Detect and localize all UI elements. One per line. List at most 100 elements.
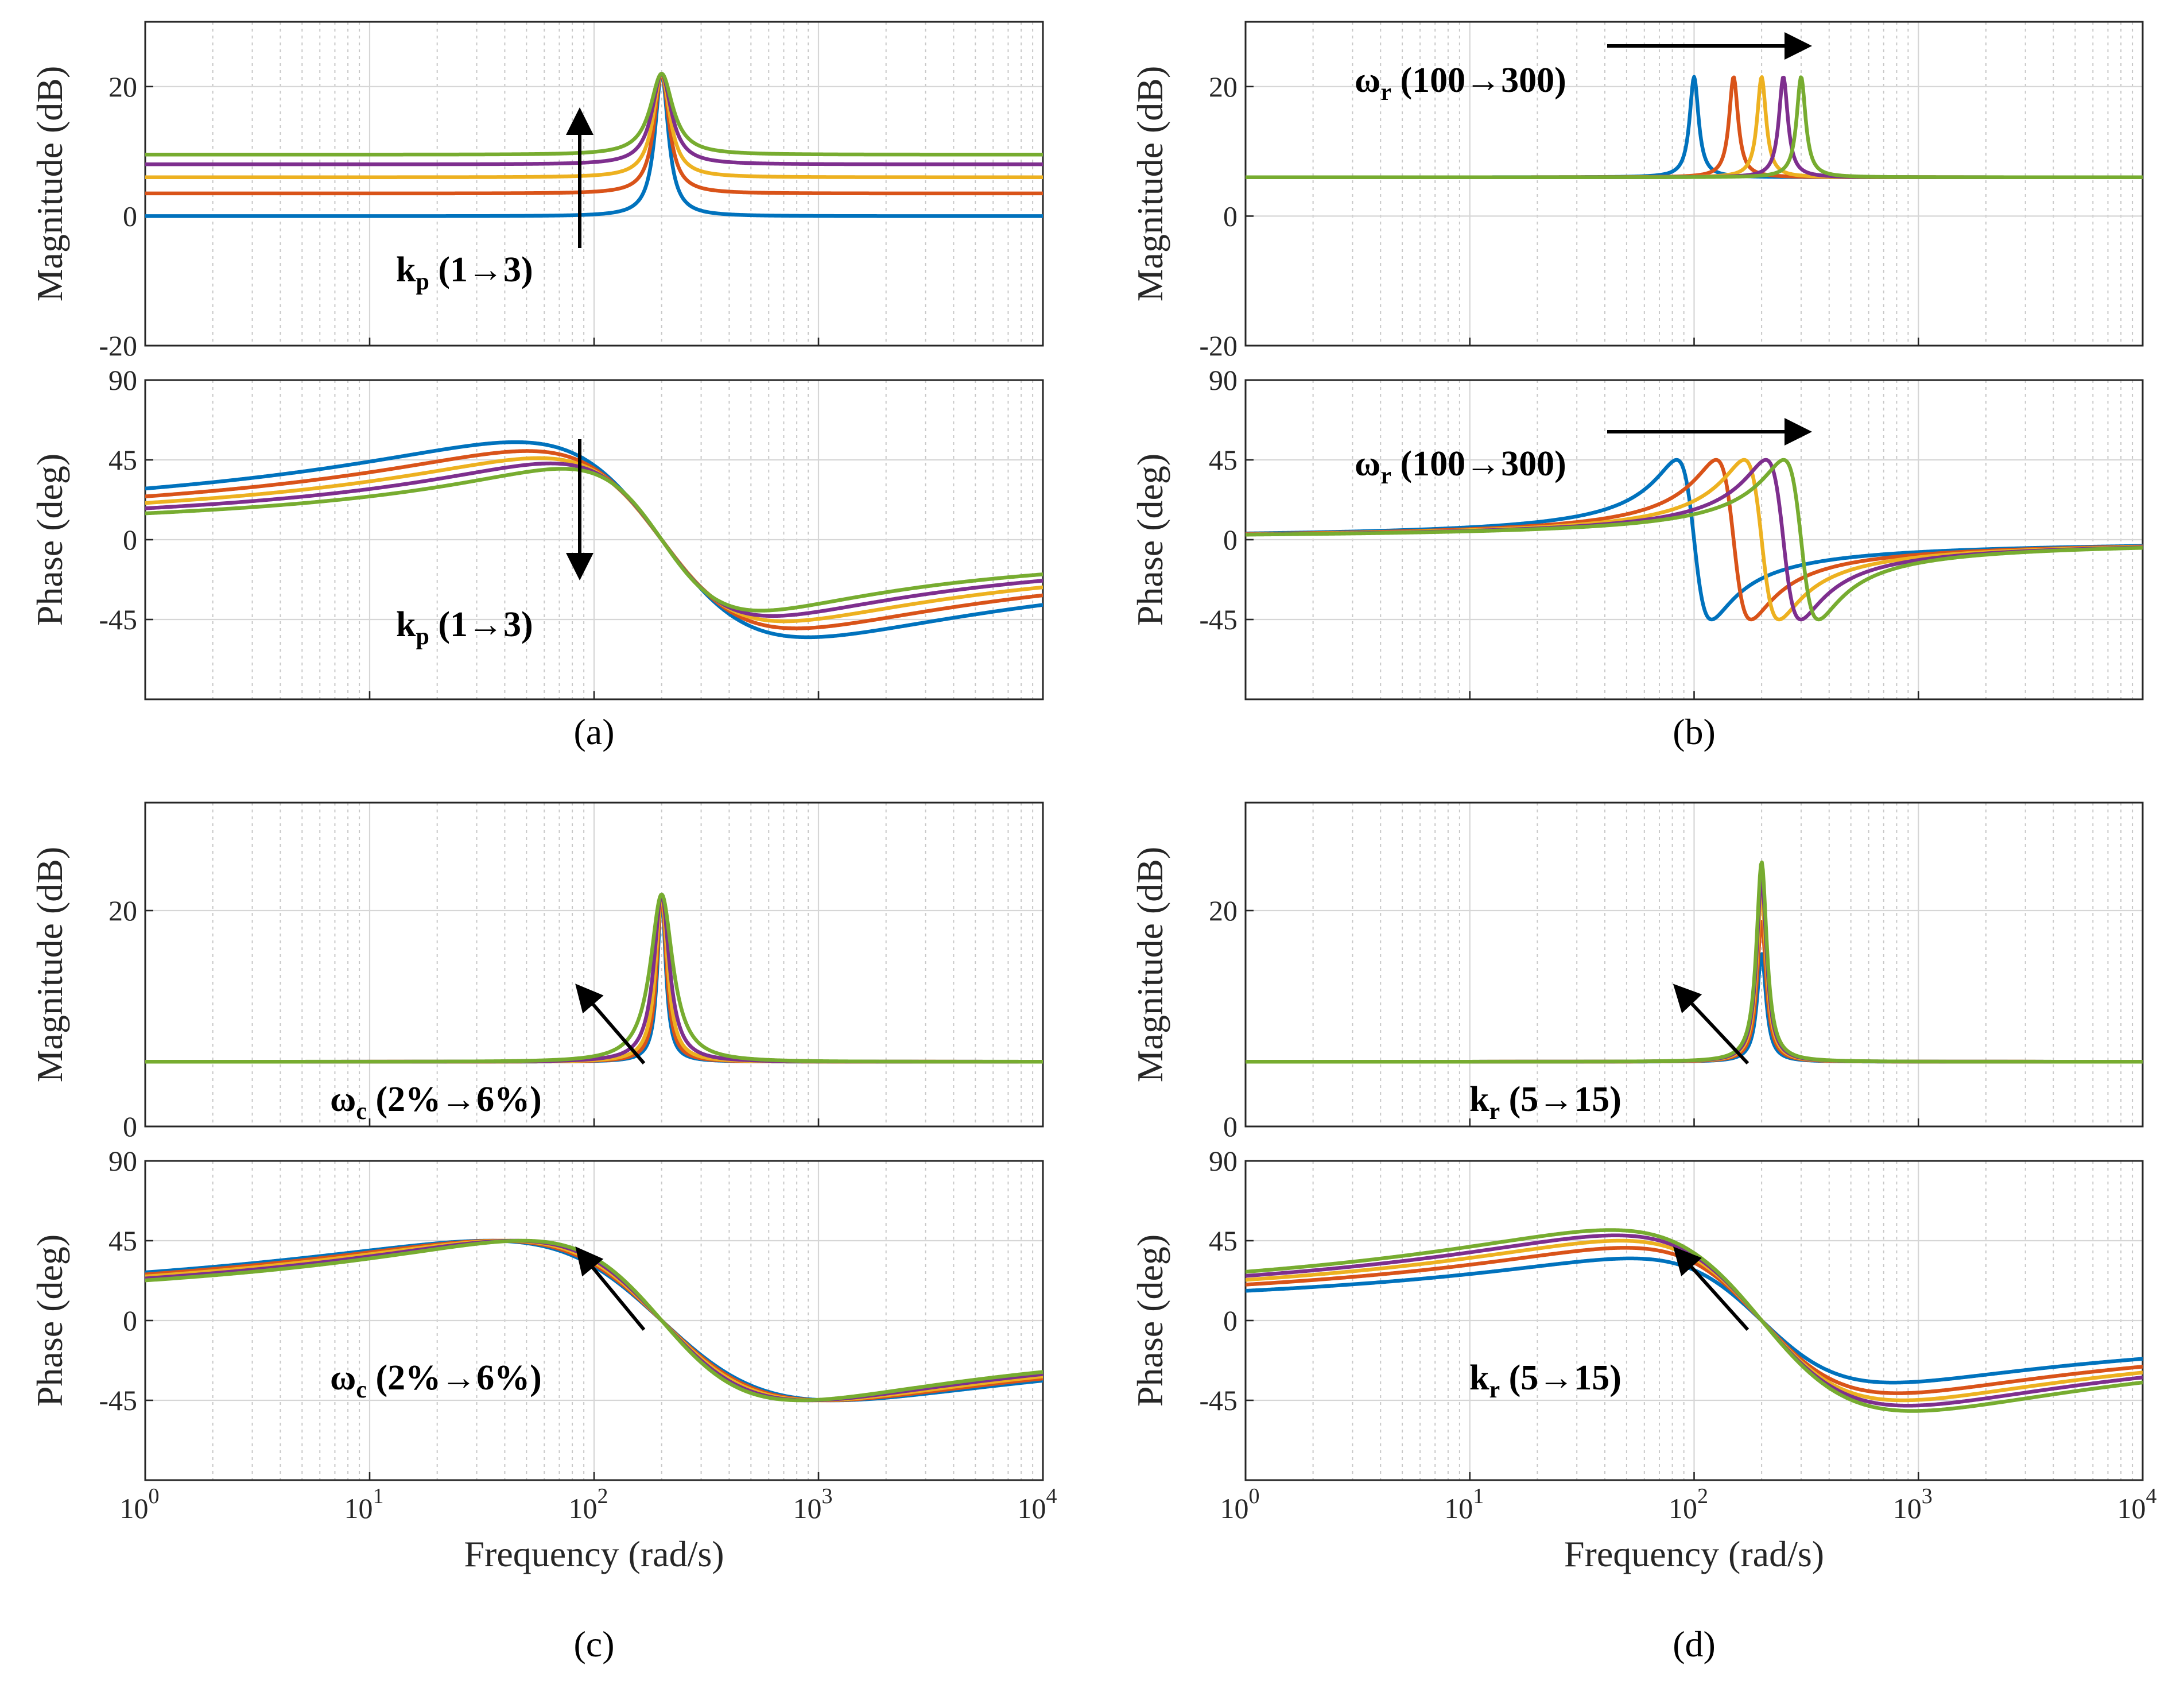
series-line <box>145 72 1043 157</box>
magnitude-annotation: ωr (100→300) <box>1355 61 1566 106</box>
series-line <box>145 467 1043 613</box>
phase-series <box>1246 458 2143 622</box>
panel-label: (d) <box>1673 1624 1716 1664</box>
series-line <box>1246 458 2143 622</box>
x-tick-exponent: 4 <box>1046 1484 1057 1508</box>
magnitude-ylabel: Magnitude (dB) <box>29 66 70 302</box>
annotation-symbol: k <box>1469 1080 1489 1119</box>
magnitude-ylabel: Magnitude (dB) <box>29 847 70 1083</box>
series-line <box>1246 860 2143 1064</box>
y-tick-label: 20 <box>108 895 137 927</box>
magnitude-ylabel: Magnitude (dB) <box>1130 66 1170 302</box>
phase-ylabel: Phase (deg) <box>29 454 70 626</box>
annotation-range: (5→15) <box>1500 1358 1621 1397</box>
x-tick-label: 104 <box>1018 1484 1057 1524</box>
phase-annotation: kr (5→15) <box>1469 1358 1621 1403</box>
x-axis-label: Frequency (rad/s) <box>1564 1534 1824 1574</box>
y-tick-label: 0 <box>123 524 137 556</box>
magnitude-subplot: 0 20 Magnitude (dB) kr (5→15) <box>1130 801 2144 1143</box>
panel-label: (c) <box>573 1624 614 1664</box>
annotation-range: (2%→6%) <box>367 1080 542 1119</box>
magnitude-grid <box>145 803 1043 1126</box>
annotation-subscript: p <box>416 624 429 650</box>
y-tick-label: 0 <box>123 200 137 232</box>
y-tick-label: 20 <box>108 71 137 103</box>
x-tick-label: 103 <box>793 1484 833 1524</box>
x-tick-label: 101 <box>344 1484 384 1524</box>
panel-label: (b) <box>1673 711 1716 752</box>
annotation-subscript: r <box>1489 1098 1500 1125</box>
y-tick-label: 0 <box>1223 1110 1238 1143</box>
magnitude-annotation-arrow <box>575 983 646 1064</box>
y-tick-label: 0 <box>1223 200 1238 232</box>
x-tick-exponent: 1 <box>373 1484 384 1508</box>
y-tick-label: 45 <box>1209 1225 1238 1257</box>
x-tick-label: 104 <box>2117 1484 2157 1524</box>
magnitude-annotation: kr (5→15) <box>1469 1080 1621 1125</box>
magnitude-ylabel: Magnitude (dB) <box>1130 847 1170 1083</box>
y-tick-label: 0 <box>123 1110 137 1143</box>
annotation-symbol: ω <box>1355 444 1380 483</box>
x-tick-exponent: 0 <box>1249 1484 1260 1508</box>
annotation-subscript: r <box>1380 79 1391 106</box>
y-tick-label: 0 <box>1223 524 1238 556</box>
annotation-subscript: c <box>356 1098 367 1125</box>
y-tick-label: 0 <box>123 1304 137 1337</box>
annotation-symbol: ω <box>330 1080 356 1119</box>
y-tick-label: 20 <box>1209 71 1238 103</box>
annotation-range: (1→3) <box>429 250 533 289</box>
magnitude-annotation: ωc (2%→6%) <box>330 1080 542 1125</box>
annotation-subscript: r <box>1380 463 1391 489</box>
annotation-symbol: k <box>396 250 416 289</box>
magnitude-subplot: -20 0 20 Magnitude (dB) kp (1→3) <box>29 21 1044 362</box>
panel-label: (a) <box>573 711 614 752</box>
series-line <box>145 72 1043 196</box>
series-line <box>145 892 1043 1064</box>
phase-annotation-arrow <box>575 1246 646 1331</box>
x-tick-exponent: 1 <box>1473 1484 1484 1508</box>
magnitude-series <box>145 72 1043 218</box>
annotation-range: (2%→6%) <box>367 1358 542 1397</box>
series-line <box>145 440 1043 640</box>
phase-ylabel: Phase (deg) <box>1130 454 1170 626</box>
annotation-range: (100→300) <box>1391 444 1566 483</box>
y-tick-label: 45 <box>1209 444 1238 476</box>
phase-annotation: kp (1→3) <box>396 605 533 650</box>
y-tick-label: -20 <box>99 330 137 362</box>
x-tick-exponent: 2 <box>598 1484 608 1508</box>
magnitude-grid <box>145 22 1043 346</box>
annotation-range: (5→15) <box>1500 1080 1621 1119</box>
phase-ylabel: Phase (deg) <box>29 1234 70 1407</box>
phase-grid <box>145 380 1043 699</box>
series-line <box>145 72 1043 179</box>
x-tick-label: 103 <box>1893 1484 1933 1524</box>
y-tick-label: 90 <box>1209 1145 1238 1177</box>
annotation-symbol: k <box>396 605 416 644</box>
annotation-subscript: c <box>356 1377 367 1403</box>
phase-ylabel: Phase (deg) <box>1130 1234 1170 1407</box>
annotation-range: (1→3) <box>429 605 533 644</box>
x-tick-exponent: 2 <box>1697 1484 1708 1508</box>
y-tick-label: -45 <box>1199 1384 1238 1416</box>
y-tick-label: -45 <box>99 1384 137 1416</box>
magnitude-grid <box>1246 803 2143 1126</box>
x-tick-label: 101 <box>1444 1484 1484 1524</box>
phase-annotation-arrow <box>1673 1246 1749 1331</box>
magnitude-subplot: -20 0 20 Magnitude (dB) ωr (100→300) <box>1130 21 2144 362</box>
annotation-symbol: k <box>1469 1358 1489 1397</box>
y-tick-label: 90 <box>1209 364 1238 396</box>
x-tick-exponent: 3 <box>822 1484 833 1508</box>
magnitude-annotation-arrow <box>1673 983 1749 1065</box>
series-line <box>145 72 1043 218</box>
annotation-range: (100→300) <box>1391 61 1566 100</box>
x-axis-label: Frequency (rad/s) <box>464 1534 724 1574</box>
phase-grid <box>145 1161 1043 1480</box>
phase-grid <box>1246 1161 2143 1480</box>
